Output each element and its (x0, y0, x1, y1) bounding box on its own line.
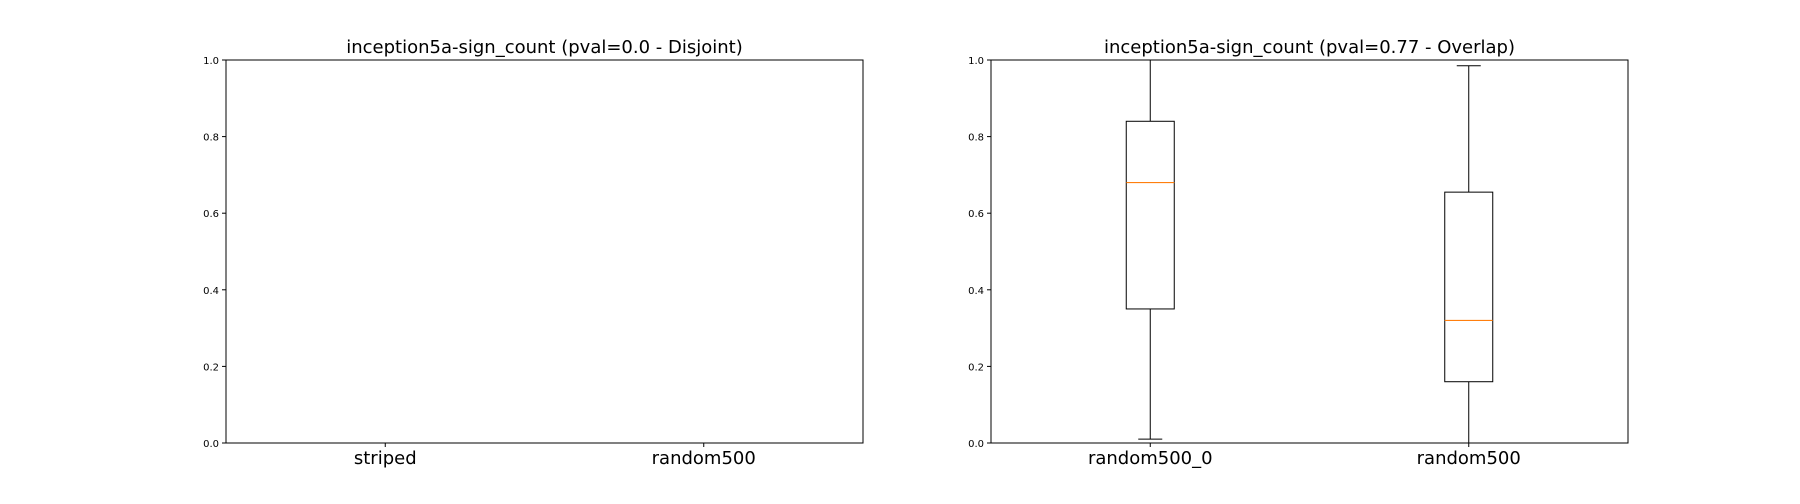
left-boxplot-panel: inception5a-sign_count (pval=0.0 - Disjo… (203, 37, 864, 469)
y-tick-label: 0.0 (968, 439, 984, 450)
iqr-box (1125, 120, 1175, 310)
box-random500 (1444, 65, 1494, 444)
y-tick-label: 1.0 (203, 56, 219, 67)
y-tick-label: 0.6 (968, 209, 984, 220)
chart-title: inception5a-sign_count (pval=0.77 - Over… (1104, 37, 1515, 58)
y-tick-label: 0.2 (968, 362, 984, 373)
y-tick-label: 0.8 (968, 133, 984, 144)
y-tick-label: 0.6 (203, 209, 219, 220)
y-tick-label: 0.2 (203, 362, 219, 373)
axes-frame (225, 59, 864, 444)
y-tick-label: 0.8 (203, 133, 219, 144)
y-tick-label: 0.4 (203, 286, 219, 297)
y-tick-label: 1.0 (968, 56, 984, 67)
chart-title: inception5a-sign_count (pval=0.0 - Disjo… (346, 37, 743, 58)
y-tick-label: 0.0 (203, 439, 219, 450)
x-tick-label: random500 (1417, 448, 1521, 469)
y-tick-label: 0.4 (968, 286, 984, 297)
axes-frame (990, 59, 1629, 444)
iqr-box (1444, 191, 1494, 383)
x-tick-label: random500_0 (1088, 448, 1213, 469)
right-boxplot-panel: inception5a-sign_count (pval=0.77 - Over… (968, 37, 1629, 469)
x-tick-label: random500 (652, 448, 756, 469)
x-tick-label: striped (354, 448, 417, 469)
box-random500_0 (1125, 59, 1175, 440)
